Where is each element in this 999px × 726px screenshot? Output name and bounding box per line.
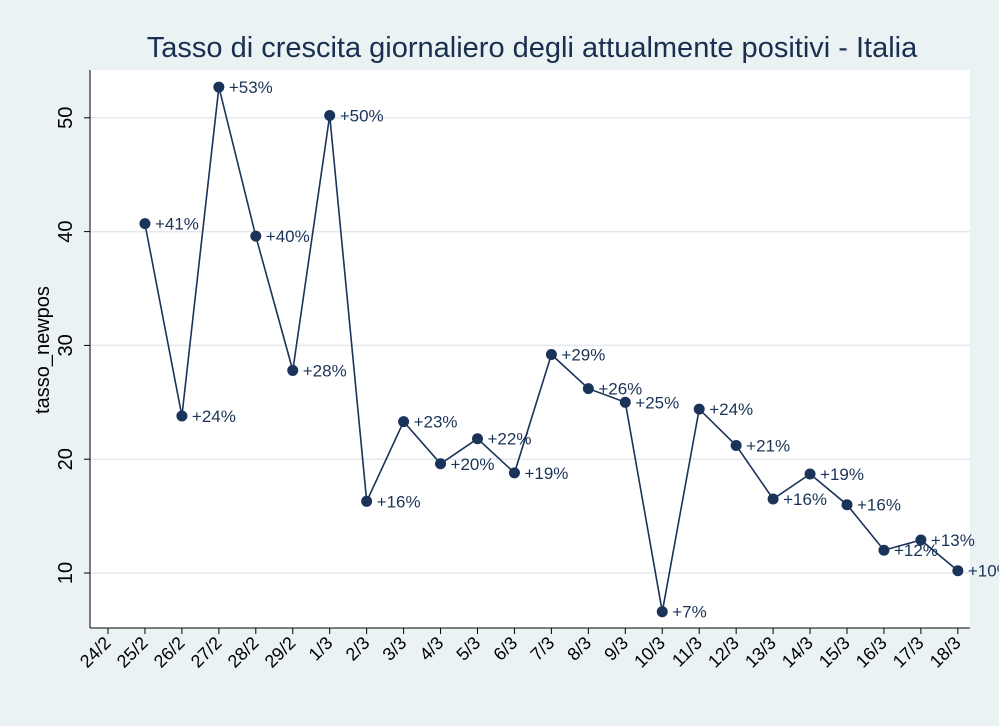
y-tick-label: 50 [55, 107, 77, 129]
data-point [508, 467, 520, 479]
data-label: +16% [857, 496, 901, 515]
x-tick-label: 10/3 [630, 633, 669, 672]
data-labels: +41% +24% +53% +40% +28% +50% +16% +23% +20% +22%… [155, 78, 999, 622]
y-tick-label: 10 [55, 562, 77, 584]
x-tick-label: 9/3 [600, 633, 632, 665]
data-label: +25% [635, 393, 679, 412]
data-point [472, 433, 483, 445]
data-point [915, 534, 927, 546]
data-point [361, 495, 373, 507]
data-point [952, 565, 964, 577]
data-point [213, 81, 225, 93]
x-tick-label: 7/3 [526, 633, 558, 665]
x-tick-label: 14/3 [778, 633, 817, 672]
data-label: +19% [524, 464, 568, 483]
data-point [730, 440, 742, 452]
data-point [250, 230, 262, 242]
x-tick-label: 1/3 [305, 633, 337, 665]
x-tick-label: 13/3 [741, 633, 780, 672]
data-label: +19% [820, 465, 864, 484]
data-point [545, 349, 557, 361]
x-tick-label: 15/3 [815, 633, 854, 672]
data-point [767, 493, 779, 505]
data-label: +24% [709, 400, 753, 419]
data-label: +29% [561, 346, 605, 365]
x-tick-label: 24/2 [76, 633, 115, 672]
data-label: +23% [414, 413, 458, 432]
data-point [176, 410, 188, 422]
data-point [693, 403, 705, 415]
chart-title: Tasso di crescita giornaliero degli attu… [147, 32, 918, 64]
data-point [324, 110, 336, 122]
plot-area [90, 70, 970, 628]
x-tick-label: 5/3 [452, 633, 484, 665]
data-label: +28% [303, 361, 347, 380]
x-tick-label: 2/3 [342, 633, 374, 665]
x-tick-label: 12/3 [704, 633, 743, 672]
x-tick-label: 27/2 [187, 633, 226, 672]
data-label: +53% [229, 78, 273, 97]
x-tick-label: 16/3 [852, 633, 891, 672]
x-ticks: 24/225/226/227/228/229/2 1/3 2/3 3/3 4/3 5/3 6… [76, 628, 965, 672]
data-label: +50% [340, 107, 384, 126]
data-point [656, 606, 668, 618]
data-point [804, 468, 816, 480]
x-tick-label: 29/2 [261, 633, 300, 672]
data-label: +22% [488, 430, 532, 449]
x-tick-label: 8/3 [563, 633, 595, 665]
data-point [878, 544, 890, 556]
data-label: +41% [155, 215, 199, 234]
data-label: +7% [672, 603, 707, 622]
data-label: +20% [451, 455, 495, 474]
y-ticks: 10 20 30 40 50 [55, 107, 90, 584]
data-point [619, 396, 631, 408]
data-point [139, 218, 151, 230]
data-label: +40% [266, 227, 310, 246]
data-label: +16% [783, 490, 827, 509]
data-label: +13% [931, 531, 975, 550]
data-label: +16% [377, 492, 421, 511]
x-tick-label: 11/3 [668, 633, 706, 671]
gridlines [90, 117, 970, 574]
data-point [287, 364, 299, 376]
data-point [841, 499, 853, 511]
data-label: +21% [746, 437, 790, 456]
data-label: +10% [968, 562, 999, 581]
x-tick-label: 25/2 [113, 633, 152, 672]
x-tick-label: 17/3 [889, 633, 928, 672]
data-point [582, 383, 594, 395]
x-tick-label: 28/2 [224, 633, 263, 672]
x-tick-label: 18/3 [926, 633, 965, 672]
y-tick-label: 20 [55, 448, 77, 470]
y-tick-label: 30 [55, 334, 77, 356]
data-label: +26% [598, 380, 642, 399]
data-label: +24% [192, 407, 236, 426]
data-points [139, 81, 964, 618]
x-tick-label: 3/3 [379, 633, 411, 665]
y-axis-label: tasso_newpos [32, 286, 54, 414]
data-label: +12% [894, 541, 938, 560]
x-tick-label: 4/3 [416, 633, 448, 665]
x-tick-label: 6/3 [489, 633, 521, 665]
data-point [435, 458, 447, 470]
data-point [398, 416, 410, 428]
y-tick-label: 40 [55, 220, 77, 242]
x-tick-label: 26/2 [150, 633, 189, 672]
